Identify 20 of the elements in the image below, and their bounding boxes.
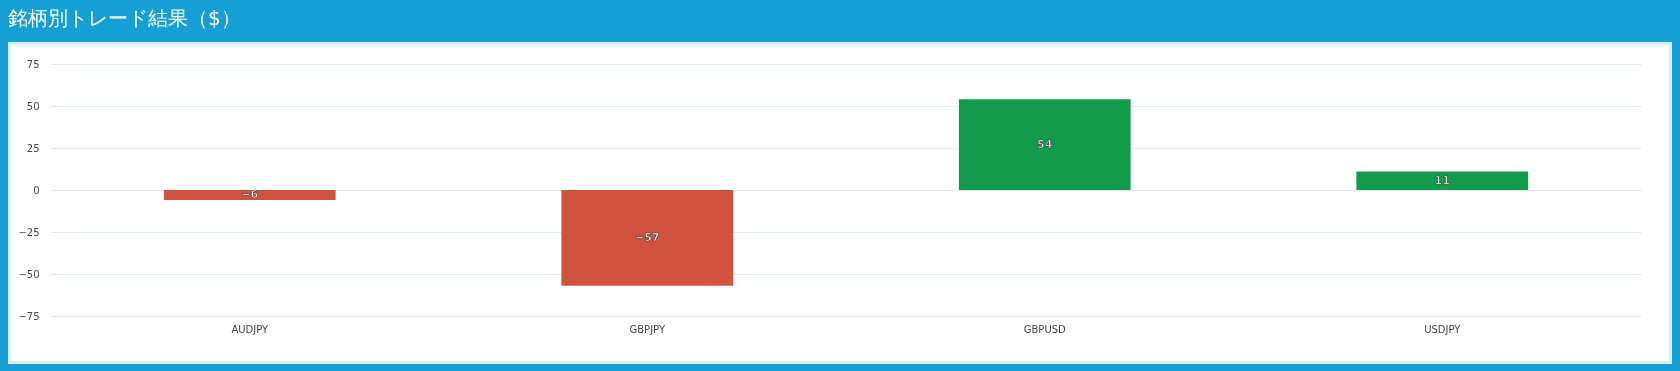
data-label: 11 bbox=[1434, 173, 1450, 187]
x-tick-label: GBPJPY bbox=[629, 323, 666, 335]
bar bbox=[163, 190, 336, 201]
y-tick-label: −25 bbox=[18, 226, 40, 238]
y-tick-label: 25 bbox=[26, 142, 40, 154]
y-tick-label: −75 bbox=[18, 310, 40, 322]
y-tick-label: 50 bbox=[26, 100, 40, 112]
chart-title: 銘柄別トレード結果（$） bbox=[7, 5, 242, 32]
y-tick-label: 75 bbox=[26, 58, 40, 70]
bar bbox=[561, 190, 734, 286]
y-tick-label: 0 bbox=[33, 184, 40, 196]
data-label: −57 bbox=[634, 230, 660, 244]
x-tick-label: USDJPY bbox=[1424, 323, 1462, 335]
data-label: −6 bbox=[241, 188, 259, 202]
x-tick-label: AUDJPY bbox=[231, 323, 269, 335]
bar bbox=[958, 99, 1131, 190]
bar bbox=[1356, 171, 1529, 190]
data-label: 54 bbox=[1037, 137, 1053, 151]
x-tick-label: GBPUSD bbox=[1023, 323, 1067, 335]
y-tick-label: −50 bbox=[18, 268, 40, 280]
